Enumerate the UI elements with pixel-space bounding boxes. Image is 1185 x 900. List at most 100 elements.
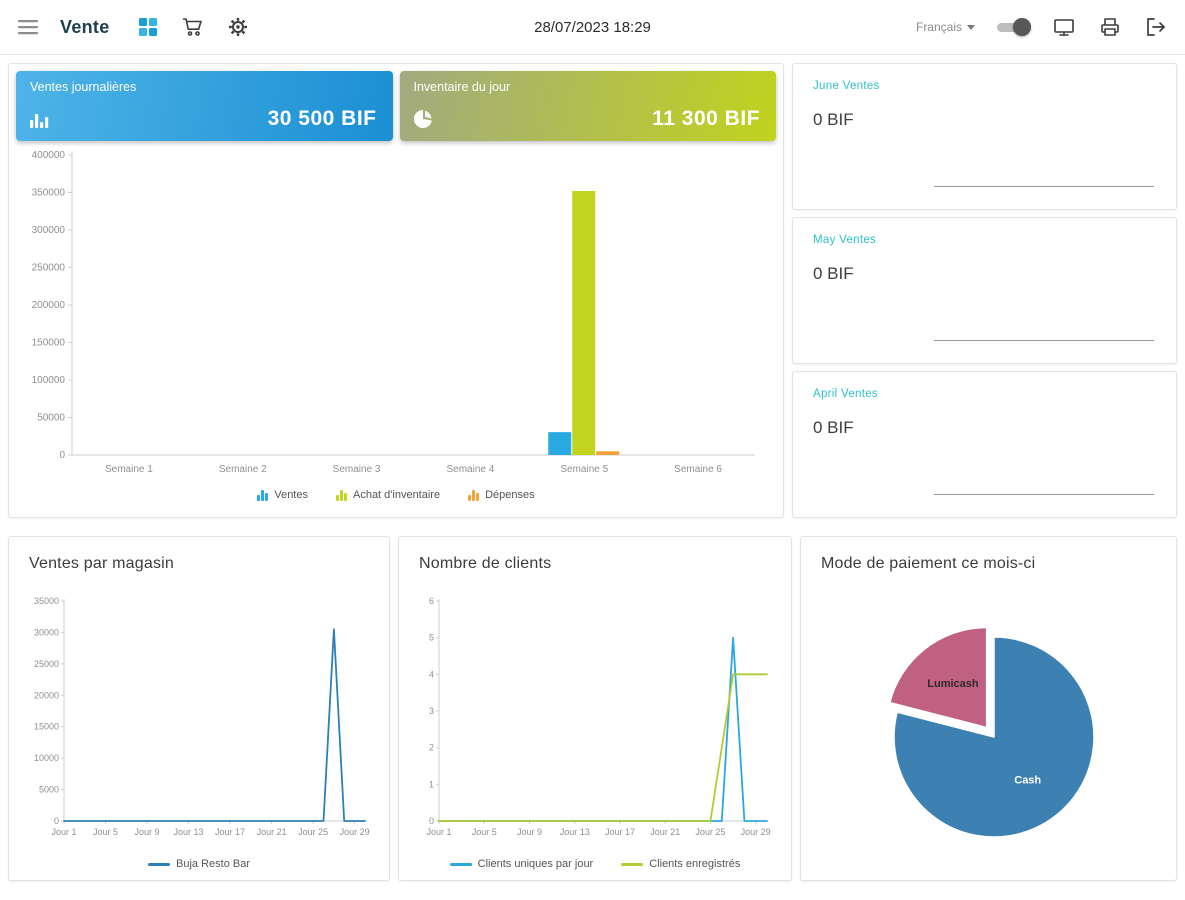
apps-grid-icon[interactable] bbox=[136, 15, 160, 39]
legend-label: Ventes bbox=[274, 489, 308, 501]
legend-item-depenses[interactable]: Dépenses bbox=[468, 489, 535, 501]
panel-title: Ventes par magasin bbox=[29, 555, 175, 572]
menu-icon[interactable] bbox=[16, 17, 40, 37]
svg-text:5: 5 bbox=[429, 633, 434, 643]
monitor-icon[interactable] bbox=[1051, 15, 1077, 39]
svg-text:10000: 10000 bbox=[34, 753, 59, 763]
svg-text:0: 0 bbox=[429, 816, 434, 826]
line-legend-icon bbox=[621, 862, 644, 866]
panel-title: Mode de paiement ce mois-ci bbox=[821, 555, 1036, 572]
customer-chart-legend: Clients uniques par jour Clients enregis… bbox=[413, 858, 777, 870]
svg-text:Jour 21: Jour 21 bbox=[257, 827, 287, 837]
svg-text:0: 0 bbox=[54, 816, 59, 826]
svg-text:Jour 5: Jour 5 bbox=[93, 827, 118, 837]
theme-toggle[interactable] bbox=[995, 17, 1031, 37]
svg-text:50000: 50000 bbox=[37, 413, 65, 424]
daily-sales-card: Ventes journalières 30 500 BIF bbox=[16, 71, 393, 141]
svg-text:Jour 5: Jour 5 bbox=[472, 827, 497, 837]
printer-icon[interactable] bbox=[1097, 15, 1123, 39]
daily-sales-label: Ventes journalières bbox=[30, 80, 137, 94]
svg-text:Jour 25: Jour 25 bbox=[695, 827, 725, 837]
language-selector[interactable]: Français bbox=[916, 20, 975, 34]
monthly-stats-column: June Ventes 0 BIF May Ventes 0 BIF April… bbox=[792, 63, 1177, 518]
weekly-sales-bar-chart: 0 50000 100000 150000 200000 250000 300000 3500… bbox=[32, 150, 755, 475]
svg-text:Jour 17: Jour 17 bbox=[605, 827, 635, 837]
dashboard: Ventes journalières 30 500 BIF Inventair… bbox=[0, 55, 1185, 889]
stat-underline bbox=[934, 186, 1154, 187]
stat-label: April Ventes bbox=[813, 388, 878, 400]
store-chart-legend: Buja Resto Bar bbox=[23, 858, 375, 870]
svg-text:1: 1 bbox=[429, 779, 434, 789]
legend-item-achat[interactable]: Achat d'inventaire bbox=[335, 489, 441, 501]
svg-text:15000: 15000 bbox=[34, 722, 59, 732]
chevron-down-icon bbox=[967, 24, 975, 30]
bar-legend-icon bbox=[335, 489, 347, 501]
svg-text:25000: 25000 bbox=[34, 659, 59, 669]
stat-card-april: April Ventes 0 BIF bbox=[792, 371, 1177, 518]
svg-text:150000: 150000 bbox=[32, 338, 66, 349]
legend-item-ventes[interactable]: Ventes bbox=[257, 489, 308, 501]
legend-item-buja[interactable]: Buja Resto Bar bbox=[148, 858, 250, 870]
settings-gear-icon[interactable] bbox=[226, 15, 250, 39]
svg-text:Semaine 2: Semaine 2 bbox=[219, 464, 267, 475]
svg-text:Semaine 5: Semaine 5 bbox=[560, 464, 608, 475]
svg-text:30000: 30000 bbox=[34, 627, 59, 637]
svg-text:Jour 21: Jour 21 bbox=[650, 827, 680, 837]
cart-icon[interactable] bbox=[180, 15, 206, 39]
bar-chart-icon bbox=[30, 114, 50, 133]
legend-label: Achat d'inventaire bbox=[352, 489, 441, 501]
panel-title: Nombre de clients bbox=[419, 555, 552, 572]
daily-inventory-card: Inventaire du jour 11 300 BIF bbox=[399, 71, 776, 141]
legend-item-clients-uniques[interactable]: Clients uniques par jour bbox=[449, 858, 594, 870]
stat-label: May Ventes bbox=[813, 234, 877, 246]
legend-item-clients-enregistres[interactable]: Clients enregistrés bbox=[621, 858, 740, 870]
svg-text:4: 4 bbox=[429, 669, 434, 679]
page-title: Vente bbox=[60, 16, 110, 37]
stat-card-june: June Ventes 0 BIF bbox=[792, 63, 1177, 210]
weekly-chart-legend: Ventes Achat d'inventaire Dépenses bbox=[16, 489, 776, 501]
top-bar: Vente bbox=[0, 0, 1185, 55]
stat-underline bbox=[934, 340, 1154, 341]
legend-label: Clients uniques par jour bbox=[477, 858, 594, 870]
svg-text:Semaine 6: Semaine 6 bbox=[674, 464, 722, 475]
legend-label: Buja Resto Bar bbox=[176, 858, 250, 870]
svg-text:2: 2 bbox=[429, 743, 434, 753]
svg-text:35000: 35000 bbox=[34, 596, 59, 606]
customer-count-line-chart: 0 1 2 3 4 5 6 Jour 1 Jour 5 Jour 9 Jour 13 Jour 17 J… bbox=[426, 596, 771, 837]
svg-text:100000: 100000 bbox=[32, 375, 66, 386]
legend-label: Clients enregistrés bbox=[649, 858, 741, 870]
svg-text:Jour 1: Jour 1 bbox=[51, 827, 76, 837]
customer-count-panel: Nombre de clients 0 1 2 3 4 5 6 Jour 1 Jour 5 Jou… bbox=[398, 536, 792, 881]
daily-sales-value: 30 500 BIF bbox=[267, 107, 377, 130]
line-legend-icon bbox=[449, 862, 472, 866]
svg-text:Jour 9: Jour 9 bbox=[135, 827, 160, 837]
daily-inventory-label: Inventaire du jour bbox=[413, 80, 511, 94]
weekly-overview-card: Ventes journalières 30 500 BIF Inventair… bbox=[8, 63, 784, 518]
svg-text:Jour 17: Jour 17 bbox=[215, 827, 245, 837]
stat-value: 0 BIF bbox=[813, 418, 854, 437]
svg-text:20000: 20000 bbox=[34, 690, 59, 700]
svg-text:250000: 250000 bbox=[32, 263, 66, 274]
svg-text:0: 0 bbox=[59, 450, 65, 461]
logout-icon[interactable] bbox=[1143, 15, 1169, 39]
daily-inventory-value: 11 300 BIF bbox=[652, 107, 760, 130]
stat-card-may: May Ventes 0 BIF bbox=[792, 217, 1177, 364]
svg-text:200000: 200000 bbox=[32, 300, 66, 311]
svg-text:Jour 29: Jour 29 bbox=[741, 827, 771, 837]
svg-text:Jour 9: Jour 9 bbox=[517, 827, 542, 837]
svg-text:Jour 29: Jour 29 bbox=[340, 827, 370, 837]
line-legend-icon bbox=[148, 862, 170, 866]
svg-text:350000: 350000 bbox=[32, 188, 66, 199]
svg-text:400000: 400000 bbox=[32, 150, 66, 161]
svg-text:6: 6 bbox=[429, 596, 434, 606]
payment-mode-panel: Mode de paiement ce mois-ci Cash Lumicash bbox=[800, 536, 1177, 881]
sales-by-store-panel: Ventes par magasin 0 5000 10000 15000 20000 2… bbox=[8, 536, 390, 881]
bar-legend-icon bbox=[257, 489, 269, 501]
payment-mode-pie-chart: Cash Lumicash bbox=[888, 626, 1095, 838]
stat-label: June Ventes bbox=[813, 80, 880, 92]
pie-chart-icon bbox=[413, 109, 432, 133]
svg-text:Cash: Cash bbox=[1014, 774, 1041, 786]
sales-by-store-line-chart: 0 5000 10000 15000 20000 25000 30000 35000 Jour … bbox=[34, 596, 370, 837]
svg-text:Jour 13: Jour 13 bbox=[560, 827, 590, 837]
svg-text:Semaine 1: Semaine 1 bbox=[105, 464, 153, 475]
